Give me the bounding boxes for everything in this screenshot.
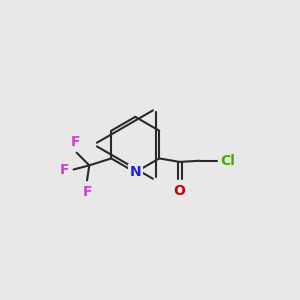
Text: O: O: [174, 184, 185, 198]
Text: F: F: [82, 184, 92, 199]
Text: Cl: Cl: [220, 154, 235, 168]
Text: F: F: [71, 135, 80, 149]
Text: N: N: [130, 165, 141, 179]
Text: F: F: [60, 163, 70, 176]
